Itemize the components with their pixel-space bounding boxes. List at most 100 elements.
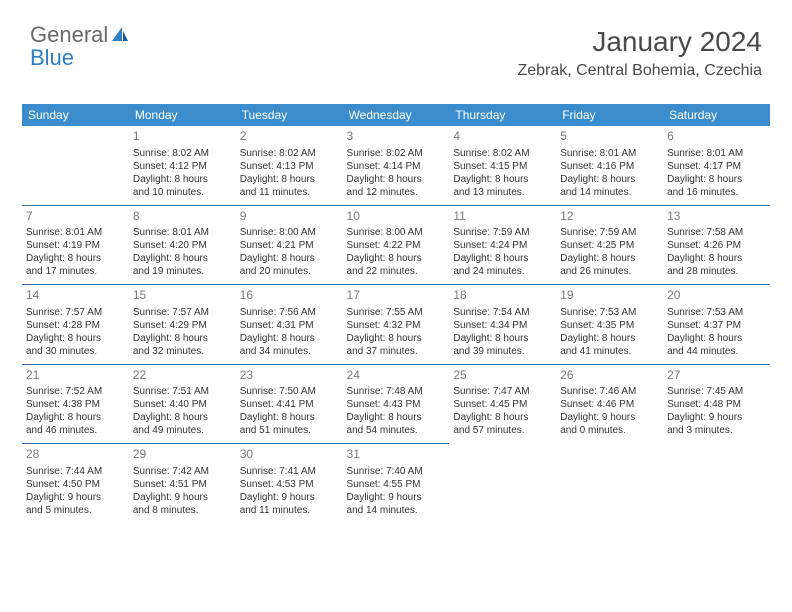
sunrise-text: Sunrise: 7:57 AM (133, 306, 232, 319)
daylight-text: and 10 minutes. (133, 186, 232, 199)
sunrise-text: Sunrise: 7:50 AM (240, 385, 339, 398)
calendar-row: 14Sunrise: 7:57 AMSunset: 4:28 PMDayligh… (22, 285, 770, 365)
calendar-cell: 9Sunrise: 8:00 AMSunset: 4:21 PMDaylight… (236, 205, 343, 285)
sunset-text: Sunset: 4:31 PM (240, 319, 339, 332)
day-number: 2 (240, 129, 339, 145)
calendar-cell: 17Sunrise: 7:55 AMSunset: 4:32 PMDayligh… (343, 285, 450, 365)
weekday-header: Saturday (663, 104, 770, 126)
sunrise-text: Sunrise: 7:52 AM (26, 385, 125, 398)
calendar-cell: 20Sunrise: 7:53 AMSunset: 4:37 PMDayligh… (663, 285, 770, 365)
sunset-text: Sunset: 4:26 PM (667, 239, 766, 252)
sunset-text: Sunset: 4:35 PM (560, 319, 659, 332)
calendar-cell: 13Sunrise: 7:58 AMSunset: 4:26 PMDayligh… (663, 205, 770, 285)
sunrise-text: Sunrise: 8:02 AM (453, 147, 552, 160)
calendar-cell: 3Sunrise: 8:02 AMSunset: 4:14 PMDaylight… (343, 126, 450, 205)
daylight-text: and 8 minutes. (133, 504, 232, 517)
sunrise-text: Sunrise: 7:54 AM (453, 306, 552, 319)
sunset-text: Sunset: 4:15 PM (453, 160, 552, 173)
day-number: 11 (453, 209, 552, 225)
daylight-text: and 28 minutes. (667, 265, 766, 278)
calendar-cell (663, 444, 770, 523)
daylight-text: Daylight: 9 hours (240, 491, 339, 504)
day-number: 15 (133, 288, 232, 304)
daylight-text: Daylight: 8 hours (240, 411, 339, 424)
calendar-cell: 7Sunrise: 8:01 AMSunset: 4:19 PMDaylight… (22, 205, 129, 285)
sunset-text: Sunset: 4:22 PM (347, 239, 446, 252)
daylight-text: and 14 minutes. (560, 186, 659, 199)
daylight-text: and 37 minutes. (347, 345, 446, 358)
daylight-text: Daylight: 8 hours (26, 332, 125, 345)
daylight-text: and 41 minutes. (560, 345, 659, 358)
sunrise-text: Sunrise: 8:01 AM (560, 147, 659, 160)
sunset-text: Sunset: 4:41 PM (240, 398, 339, 411)
day-number: 1 (133, 129, 232, 145)
calendar-cell: 28 Sunrise: 7:44 AMSunset: 4:50 PMDayligh… (22, 444, 129, 523)
sunset-text: Sunset: 4:20 PM (133, 239, 232, 252)
daylight-text: and 22 minutes. (347, 265, 446, 278)
weekday-header-row: Sunday Monday Tuesday Wednesday Thursday… (22, 104, 770, 126)
daylight-text: Daylight: 8 hours (453, 252, 552, 265)
sunset-text: Sunset: 4:43 PM (347, 398, 446, 411)
sunrise-text: Sunrise: 8:00 AM (347, 226, 446, 239)
logo-sail-icon (110, 25, 130, 47)
calendar-row: 7Sunrise: 8:01 AMSunset: 4:19 PMDaylight… (22, 205, 770, 285)
day-number: 13 (667, 209, 766, 225)
sunset-text: Sunset: 4:55 PM (347, 478, 446, 491)
location-subtitle: Zebrak, Central Bohemia, Czechia (517, 62, 762, 80)
sunset-text: Sunset: 4:21 PM (240, 239, 339, 252)
day-number: 17 (347, 288, 446, 304)
sunset-text: Sunset: 4:19 PM (26, 239, 125, 252)
weekday-header: Tuesday (236, 104, 343, 126)
day-number: 30 (240, 447, 339, 463)
calendar-cell: 15Sunrise: 7:57 AMSunset: 4:29 PMDayligh… (129, 285, 236, 365)
daylight-text: and 11 minutes. (240, 504, 339, 517)
sunset-text: Sunset: 4:24 PM (453, 239, 552, 252)
daylight-text: and 46 minutes. (26, 424, 125, 437)
sunrise-text: Sunrise: 7:41 AM (240, 465, 339, 478)
day-number: 6 (667, 129, 766, 145)
calendar-cell: 11Sunrise: 7:59 AMSunset: 4:24 PMDayligh… (449, 205, 556, 285)
calendar-cell: 16Sunrise: 7:56 AMSunset: 4:31 PMDayligh… (236, 285, 343, 365)
sunset-text: Sunset: 4:46 PM (560, 398, 659, 411)
daylight-text: and 51 minutes. (240, 424, 339, 437)
daylight-text: Daylight: 8 hours (560, 252, 659, 265)
sunrise-text: Sunrise: 7:45 AM (667, 385, 766, 398)
day-number: 25 (453, 368, 552, 384)
sunrise-text: Sunrise: 7:58 AM (667, 226, 766, 239)
daylight-text: Daylight: 8 hours (133, 173, 232, 186)
sunset-text: Sunset: 4:37 PM (667, 319, 766, 332)
day-number: 3 (347, 129, 446, 145)
daylight-text: and 39 minutes. (453, 345, 552, 358)
daylight-text: and 0 minutes. (560, 424, 659, 437)
calendar-cell: 29Sunrise: 7:42 AMSunset: 4:51 PMDayligh… (129, 444, 236, 523)
sunrise-text: Sunrise: 7:51 AM (133, 385, 232, 398)
daylight-text: Daylight: 8 hours (453, 173, 552, 186)
calendar-cell: 5Sunrise: 8:01 AMSunset: 4:16 PMDaylight… (556, 126, 663, 205)
sunset-text: Sunset: 4:14 PM (347, 160, 446, 173)
day-number: 28 (26, 447, 125, 463)
day-number: 16 (240, 288, 339, 304)
sunrise-text: Sunrise: 8:02 AM (133, 147, 232, 160)
day-number: 14 (26, 288, 125, 304)
calendar-cell: 22Sunrise: 7:51 AMSunset: 4:40 PMDayligh… (129, 364, 236, 444)
daylight-text: and 26 minutes. (560, 265, 659, 278)
weekday-header: Sunday (22, 104, 129, 126)
daylight-text: and 14 minutes. (347, 504, 446, 517)
sunset-text: Sunset: 4:32 PM (347, 319, 446, 332)
daylight-text: Daylight: 8 hours (453, 411, 552, 424)
daylight-text: Daylight: 9 hours (26, 491, 125, 504)
sunrise-text: Sunrise: 7:44 AM (26, 465, 125, 478)
calendar-cell: 1Sunrise: 8:02 AMSunset: 4:12 PMDaylight… (129, 126, 236, 205)
calendar-cell: 14Sunrise: 7:57 AMSunset: 4:28 PMDayligh… (22, 285, 129, 365)
daylight-text: and 12 minutes. (347, 186, 446, 199)
day-number: 5 (560, 129, 659, 145)
sunrise-text: Sunrise: 8:02 AM (347, 147, 446, 160)
calendar-cell: 8Sunrise: 8:01 AMSunset: 4:20 PMDaylight… (129, 205, 236, 285)
calendar-cell (22, 126, 129, 205)
calendar-cell: 31Sunrise: 7:40 AMSunset: 4:55 PMDayligh… (343, 444, 450, 523)
daylight-text: and 30 minutes. (26, 345, 125, 358)
daylight-text: Daylight: 8 hours (26, 411, 125, 424)
sunset-text: Sunset: 4:50 PM (26, 478, 125, 491)
daylight-text: and 24 minutes. (453, 265, 552, 278)
calendar-cell: 4Sunrise: 8:02 AMSunset: 4:15 PMDaylight… (449, 126, 556, 205)
